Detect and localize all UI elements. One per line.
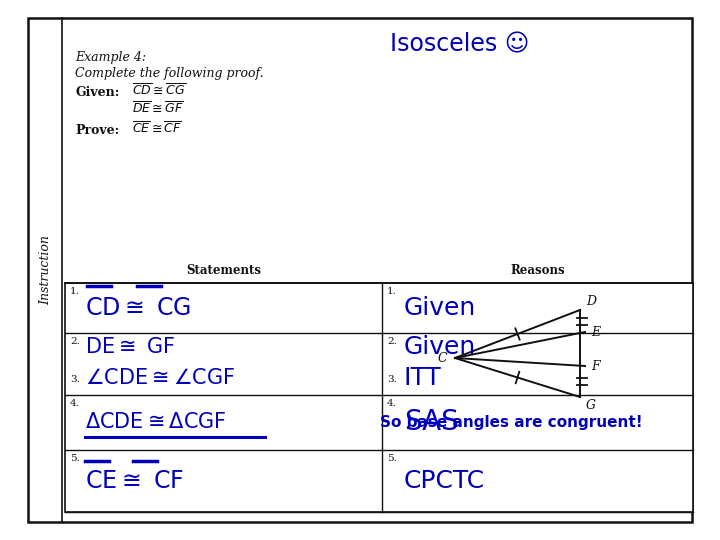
Text: $\mathsf{CD} \cong\ \mathsf{CG}$: $\mathsf{CD} \cong\ \mathsf{CG}$: [85, 296, 192, 320]
Text: CPCTC: CPCTC: [404, 469, 485, 493]
Text: Isosceles ☺: Isosceles ☺: [390, 32, 529, 56]
Text: SAS: SAS: [404, 408, 459, 436]
Text: ITT: ITT: [404, 366, 442, 390]
Text: 4.: 4.: [387, 399, 397, 408]
Text: $\overline{CD} \cong \overline{CG}$: $\overline{CD} \cong \overline{CG}$: [132, 83, 186, 99]
Text: Given: Given: [404, 296, 476, 320]
Text: 4.: 4.: [70, 399, 80, 408]
Text: $\angle\mathsf{CDE} \cong \angle\mathsf{CGF}$: $\angle\mathsf{CDE} \cong \angle\mathsf{…: [85, 368, 235, 388]
Text: $\mathsf{CE} \cong\ \mathsf{CF}$: $\mathsf{CE} \cong\ \mathsf{CF}$: [85, 469, 184, 493]
Text: 2.: 2.: [70, 337, 80, 346]
Text: Statements: Statements: [186, 264, 261, 277]
Text: So base angles are congruent!: So base angles are congruent!: [380, 415, 643, 429]
Text: Given:: Given:: [75, 85, 120, 98]
Bar: [65, 283, 693, 512]
Text: 1.: 1.: [387, 287, 397, 296]
Text: Prove:: Prove:: [75, 124, 120, 137]
Text: $\overline{DE} \cong \overline{GF}$: $\overline{DE} \cong \overline{GF}$: [132, 102, 184, 117]
Text: 3.: 3.: [70, 375, 80, 384]
Text: D: D: [586, 295, 596, 308]
Text: 5.: 5.: [387, 454, 397, 463]
Text: $\mathsf{DE} \cong\ \mathsf{GF}$: $\mathsf{DE} \cong\ \mathsf{GF}$: [85, 337, 176, 357]
Text: 2.: 2.: [387, 337, 397, 346]
Text: $\overline{CE} \cong \overline{CF}$: $\overline{CE} \cong \overline{CF}$: [132, 122, 182, 137]
Text: $\Delta\mathsf{CDE} \cong \Delta\mathsf{CGF}$: $\Delta\mathsf{CDE} \cong \Delta\mathsf{…: [85, 413, 227, 433]
Text: G: G: [586, 399, 596, 412]
Text: 3.: 3.: [387, 375, 397, 384]
Text: C: C: [437, 352, 447, 365]
Text: Given: Given: [404, 335, 476, 359]
Text: Instruction: Instruction: [40, 235, 53, 305]
Text: F: F: [591, 360, 600, 373]
Text: 5.: 5.: [70, 454, 80, 463]
Text: Reasons: Reasons: [510, 264, 564, 277]
Text: E: E: [591, 326, 600, 339]
Text: Complete the following proof.: Complete the following proof.: [75, 66, 264, 79]
Text: 1.: 1.: [70, 287, 80, 296]
Text: Example 4:: Example 4:: [75, 51, 146, 64]
